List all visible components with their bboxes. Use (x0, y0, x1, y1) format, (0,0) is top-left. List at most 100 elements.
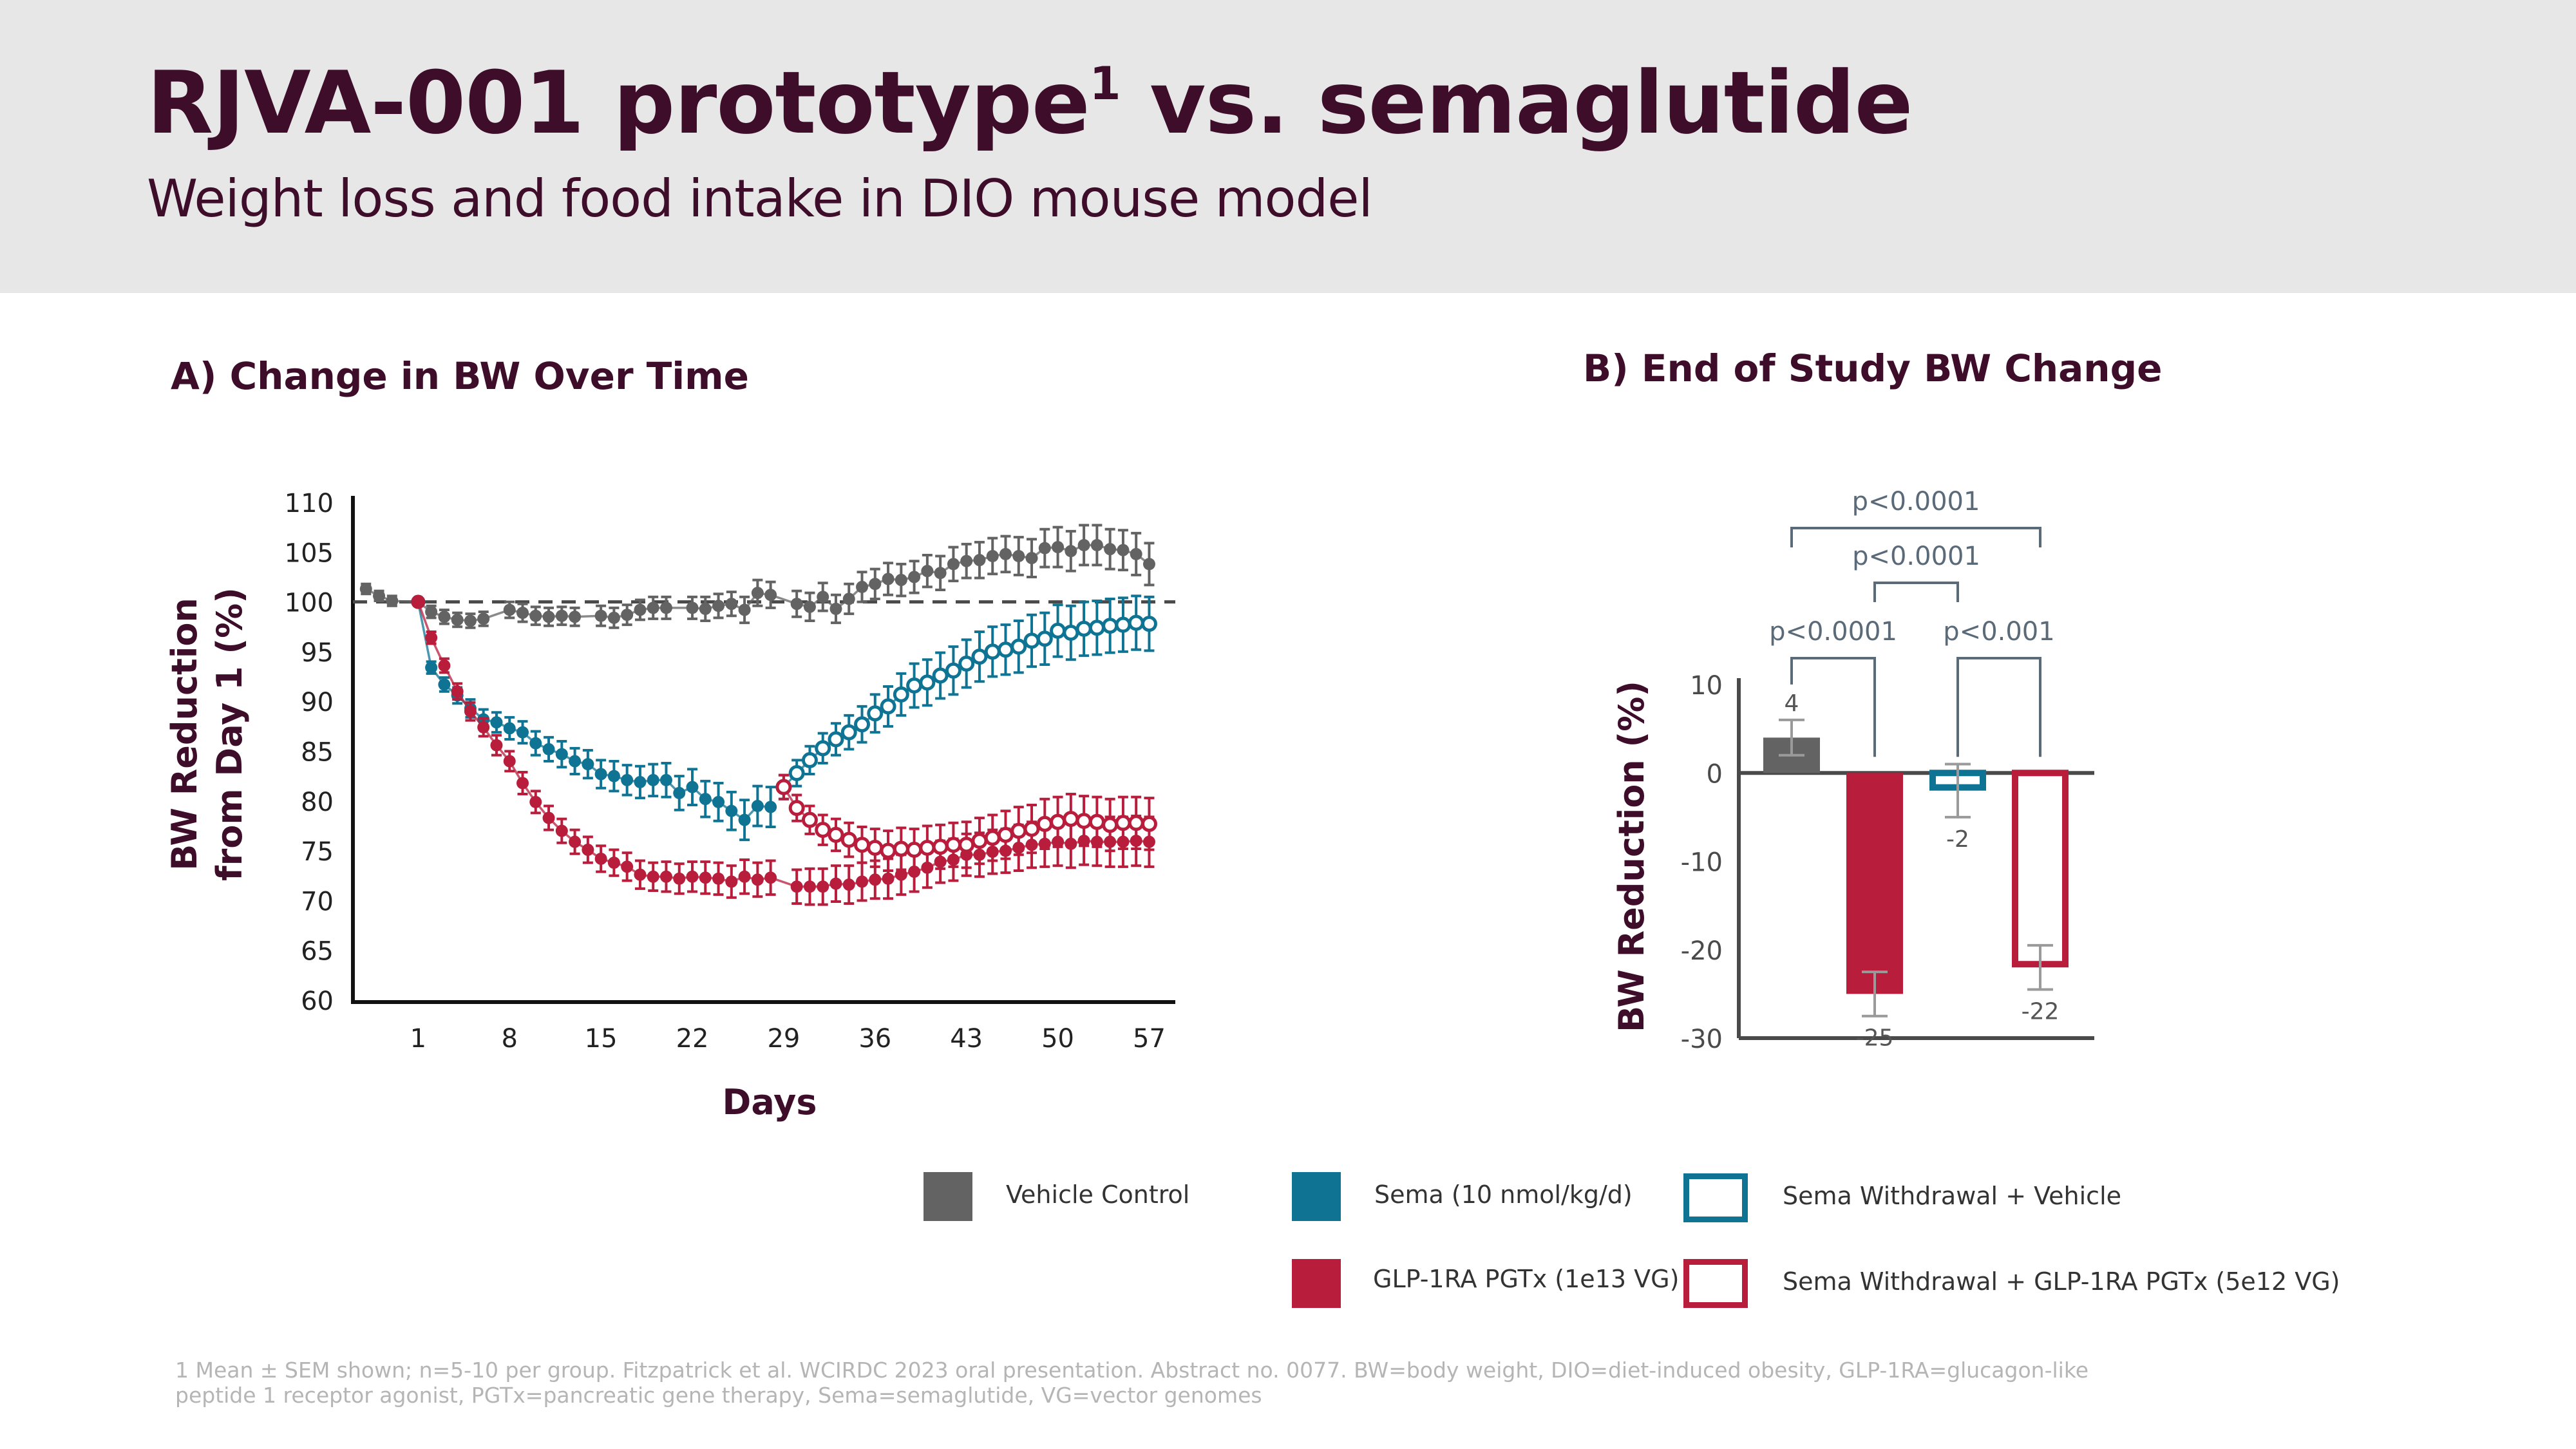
data-point (788, 765, 805, 782)
data-point (438, 611, 451, 623)
legend-sema-swatch (1292, 1172, 1341, 1221)
data-point (790, 880, 803, 893)
data-point (973, 554, 986, 567)
data-point (438, 659, 451, 672)
data-point (751, 800, 764, 813)
data-point (856, 875, 869, 888)
chart-a-y-label-line1: BW Reduction (164, 598, 205, 871)
data-point (869, 578, 882, 591)
data-point (895, 868, 907, 881)
data-point (490, 739, 503, 752)
chart-a-y-tick-label: 80 (301, 788, 334, 817)
data-point (945, 662, 961, 679)
data-point (529, 737, 542, 750)
data-point (464, 705, 477, 718)
chart-a-series-4 (775, 594, 1157, 800)
data-point (647, 773, 659, 786)
data-point (1052, 541, 1065, 554)
data-point (738, 603, 751, 616)
data-point (699, 871, 712, 884)
data-point (1141, 616, 1157, 632)
significance-label: p<0.0001 (1852, 487, 1980, 516)
data-point (842, 878, 855, 891)
legend-withdrawal-vehicle-swatch (1683, 1173, 1748, 1222)
chart-a-x-tick-label: 1 (410, 1024, 426, 1054)
chart-a-x-tick-label: 29 (767, 1024, 800, 1054)
data-point (673, 786, 686, 799)
data-point (869, 873, 882, 886)
data-point (840, 831, 857, 848)
bar-value-label: -25 (1856, 1025, 1894, 1052)
legend-sema-label: Sema (10 nmol/kg/d) (1374, 1180, 1633, 1209)
data-point (699, 602, 712, 615)
data-point (882, 872, 895, 885)
data-point (751, 873, 764, 886)
chart-a-y-tick-label: 105 (285, 538, 334, 568)
data-point (582, 758, 594, 771)
data-point (1010, 638, 1027, 655)
data-point (803, 600, 816, 613)
legend-vehicle-swatch (923, 1172, 972, 1221)
panel-b-title: B) End of Study BW Change (1583, 346, 2163, 390)
page-title: RJVA-001 prototype1 vs. semaglutide (147, 53, 1913, 153)
data-point (934, 567, 947, 580)
data-point (725, 598, 738, 611)
data-point (647, 870, 659, 883)
data-point (712, 795, 725, 808)
data-point (775, 779, 792, 795)
data-point (856, 580, 869, 593)
data-point (1065, 545, 1077, 558)
data-point (1036, 630, 1053, 647)
legend-glp-label: GLP-1RA PGTx (1e13 VG) (1373, 1265, 1680, 1293)
header-band: RJVA-001 prototype1 vs. semaglutide Weig… (0, 0, 2576, 293)
chart-a-y-tick-label: 95 (301, 638, 334, 668)
data-point (815, 822, 831, 838)
legend-glp-swatch (1292, 1259, 1341, 1308)
data-point (542, 743, 555, 755)
data-point (516, 607, 529, 620)
legend-withdrawal-glp-swatch (1683, 1259, 1748, 1308)
data-point (659, 773, 672, 786)
chart-b-y-tick-label: -20 (1681, 936, 1723, 966)
data-point (840, 724, 857, 741)
data-point (386, 594, 399, 607)
data-point (490, 716, 503, 729)
chart-a-x-tick-label: 57 (1133, 1024, 1166, 1054)
data-point (854, 716, 871, 733)
data-point (621, 860, 634, 873)
data-point (477, 721, 490, 734)
data-point (686, 781, 699, 793)
chart-a-y-tick-label: 85 (301, 738, 334, 768)
data-point (673, 872, 686, 885)
data-point (542, 611, 555, 623)
data-point (801, 752, 818, 768)
data-point (947, 558, 960, 571)
chart-a-x-tick-label: 22 (676, 1024, 709, 1054)
data-point (803, 880, 816, 893)
data-point (999, 547, 1012, 560)
data-point (764, 589, 777, 601)
data-point (815, 740, 831, 757)
data-point (828, 731, 844, 748)
data-point (425, 631, 438, 644)
title-suffix: vs. semaglutide (1120, 53, 1913, 153)
data-point (451, 613, 464, 626)
data-point (712, 600, 725, 612)
data-point (621, 609, 634, 621)
chart-a-y-tick-label: 90 (301, 688, 334, 717)
data-point (634, 868, 647, 881)
data-point (594, 768, 607, 781)
data-point (712, 872, 725, 885)
data-point (738, 870, 751, 883)
chart-a-x-tick-label: 50 (1041, 1024, 1074, 1054)
data-point (867, 705, 884, 722)
data-point (880, 698, 896, 715)
data-point (958, 655, 975, 672)
legend-withdrawal-vehicle-label: Sema Withdrawal + Vehicle (1783, 1182, 2122, 1210)
data-point (555, 748, 568, 761)
data-point (699, 793, 712, 806)
data-point (621, 773, 634, 786)
data-point (725, 804, 738, 817)
